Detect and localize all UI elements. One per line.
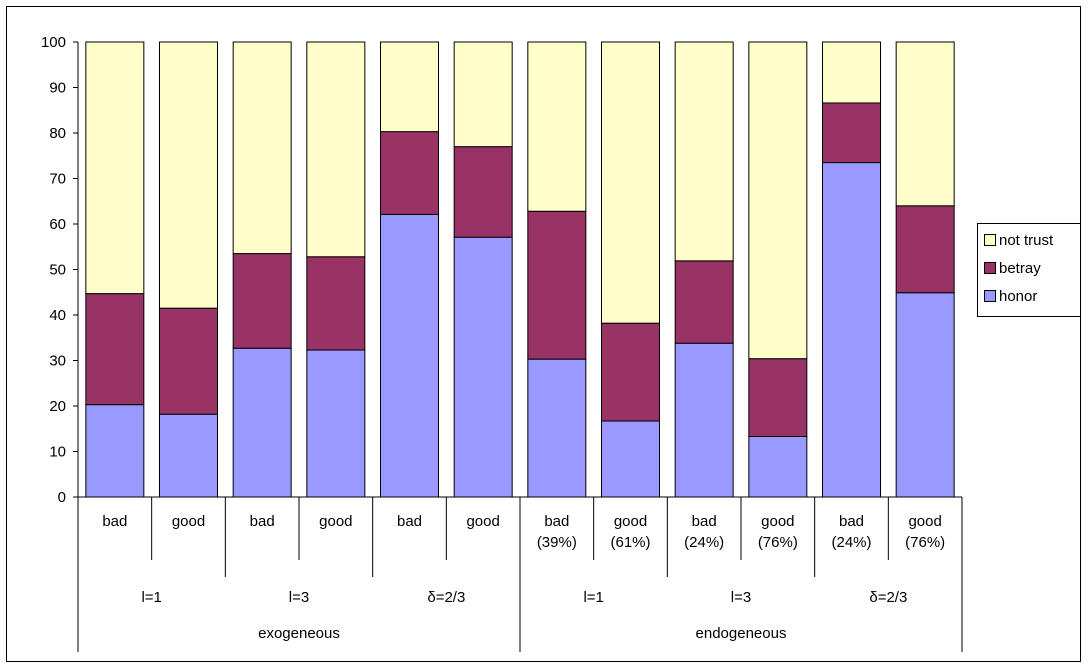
x-category-label-10-line-1: good xyxy=(761,513,794,530)
bar-honor-3 xyxy=(232,347,292,498)
bar-honor-8 xyxy=(601,420,660,498)
bar-honor-2 xyxy=(159,413,218,498)
bar-betray-4 xyxy=(306,256,366,351)
bar-not-trust-8 xyxy=(601,41,660,324)
bar-betray-7 xyxy=(527,210,587,360)
bar-not-trust-10 xyxy=(748,41,808,360)
x-category-label-11-line-1: bad xyxy=(839,513,864,530)
x-group-label-3: δ=2/3 xyxy=(427,589,465,606)
y-tick-label-90: 90 xyxy=(49,80,66,97)
x-group-label-6: δ=2/3 xyxy=(869,589,907,606)
bar-betray-2 xyxy=(159,307,218,415)
x-group-label-1: l=1 xyxy=(141,589,161,606)
bar-honor-9 xyxy=(674,342,734,498)
bar-betray-12 xyxy=(895,205,955,294)
x-category-label-12-line-1: good xyxy=(908,513,941,530)
y-tick-label-60: 60 xyxy=(49,216,66,233)
y-tick-label-10: 10 xyxy=(49,444,66,461)
legend-label-honor: honor xyxy=(999,287,1038,305)
x-group-label-4: l=1 xyxy=(583,589,603,606)
legend-swatch-not-trust xyxy=(984,234,996,246)
y-tick-label-40: 40 xyxy=(49,307,66,324)
x-category-label-4-line-1: good xyxy=(319,513,352,530)
bar-not-trust-1 xyxy=(85,41,145,295)
bar-not-trust-7 xyxy=(527,41,587,212)
y-tick-label-0: 0 xyxy=(58,489,66,506)
x-supergroup-label-1: exogeneous xyxy=(258,625,340,642)
legend-swatch-betray xyxy=(984,262,996,274)
x-category-label-1-line-1: bad xyxy=(102,513,127,530)
bar-honor-7 xyxy=(527,358,587,498)
y-tick-label-70: 70 xyxy=(49,171,66,188)
bar-betray-10 xyxy=(748,358,808,437)
bar-betray-3 xyxy=(232,253,292,349)
bar-not-trust-2 xyxy=(159,41,218,309)
x-group-label-5: l=3 xyxy=(731,589,751,606)
legend-item-not-trust: not trust xyxy=(984,230,1053,250)
x-category-label-3-line-1: bad xyxy=(250,513,275,530)
bar-not-trust-5 xyxy=(380,41,439,133)
x-category-label-9-line-1: bad xyxy=(692,513,717,530)
legend-swatch-honor xyxy=(984,290,996,302)
y-tick-label-20: 20 xyxy=(49,398,66,415)
legend-item-honor: honor xyxy=(984,286,1037,306)
x-category-label-8-line-2: (61%) xyxy=(610,534,650,551)
bar-betray-6 xyxy=(453,146,513,238)
y-tick-label-80: 80 xyxy=(49,125,66,142)
bar-not-trust-11 xyxy=(822,41,881,104)
bar-honor-1 xyxy=(85,404,145,498)
bar-not-trust-6 xyxy=(453,41,513,148)
bar-not-trust-9 xyxy=(674,41,734,262)
bar-not-trust-12 xyxy=(895,41,955,207)
bar-betray-8 xyxy=(601,322,660,422)
bar-honor-11 xyxy=(822,162,881,498)
bar-honor-4 xyxy=(306,349,366,498)
x-supergroup-label-2: endogeneous xyxy=(696,625,787,642)
x-category-label-8-line-1: good xyxy=(614,513,647,530)
x-category-label-9-line-2: (24%) xyxy=(684,534,724,551)
bar-honor-10 xyxy=(748,435,808,498)
bar-betray-5 xyxy=(380,131,439,215)
bar-not-trust-3 xyxy=(232,41,292,255)
x-category-label-6-line-1: good xyxy=(466,513,499,530)
x-category-label-7-line-1: bad xyxy=(544,513,569,530)
legend-label-betray: betray xyxy=(999,259,1041,277)
bar-not-trust-4 xyxy=(306,41,366,258)
x-group-label-2: l=3 xyxy=(289,589,309,606)
y-tick-label-100: 100 xyxy=(41,34,66,51)
bar-betray-1 xyxy=(85,293,145,406)
y-tick-label-30: 30 xyxy=(49,353,66,370)
bar-honor-6 xyxy=(453,236,513,498)
legend: not trust betray honor xyxy=(977,223,1081,317)
y-tick-label-50: 50 xyxy=(49,262,66,279)
x-category-label-12-line-2: (76%) xyxy=(905,534,945,551)
bar-betray-11 xyxy=(822,102,881,164)
legend-label-not-trust: not trust xyxy=(999,231,1054,249)
bar-betray-9 xyxy=(674,260,734,344)
x-category-label-7-line-2: (39%) xyxy=(537,534,577,551)
bar-honor-12 xyxy=(895,292,955,498)
x-category-label-10-line-2: (76%) xyxy=(758,534,798,551)
x-category-label-2-line-1: good xyxy=(172,513,205,530)
legend-item-betray: betray xyxy=(984,258,1041,278)
bar-honor-5 xyxy=(380,213,439,498)
x-category-label-5-line-1: bad xyxy=(397,513,422,530)
x-category-label-11-line-2: (24%) xyxy=(831,534,871,551)
